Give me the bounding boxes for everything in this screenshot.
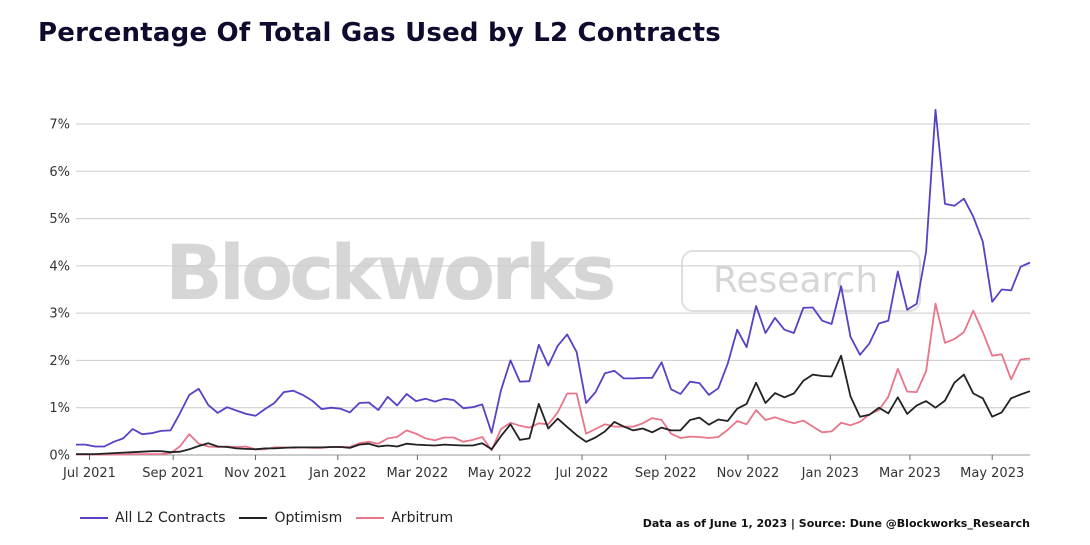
x-tick-label: Jan 2023	[801, 466, 859, 481]
x-tick-label: May 2022	[468, 466, 532, 481]
x-tick-label: Nov 2021	[224, 466, 287, 481]
series-layer	[76, 108, 1031, 456]
legend-swatch-all-l2	[80, 517, 108, 519]
y-tick-label: 6%	[49, 165, 70, 180]
x-tick-label: Mar 2023	[879, 466, 941, 481]
legend-item-all-l2[interactable]: All L2 Contracts	[80, 510, 225, 526]
legend-label-optimism: Optimism	[274, 510, 343, 526]
x-tick-label: Sep 2022	[635, 466, 697, 481]
legend-label-arbitrum: Arbitrum	[391, 510, 454, 526]
legend-swatch-arbitrum	[356, 517, 385, 519]
x-tick-label: Jan 2022	[308, 466, 366, 481]
source-note: Data as of June 1, 2023 | Source: Dune @…	[642, 517, 1030, 530]
legend-label-all-l2: All L2 Contracts	[115, 510, 226, 526]
x-tick-label: Jul 2022	[555, 466, 609, 481]
y-tick-label: 2%	[49, 354, 70, 369]
series-line-arbitrum	[76, 302, 1031, 456]
chart-title: Percentage Of Total Gas Used by L2 Contr…	[38, 18, 721, 48]
legend-item-arbitrum[interactable]: Arbitrum	[356, 510, 453, 526]
series-line-optimism	[76, 354, 1031, 456]
y-tick-label: 3%	[49, 307, 70, 322]
x-tick-label: Mar 2022	[387, 466, 449, 481]
series-line-all-l2	[76, 108, 1031, 448]
x-tick-label: May 2023	[960, 466, 1024, 481]
legend: All L2 Contracts Optimism Arbitrum	[80, 510, 467, 526]
legend-swatch-optimism	[239, 517, 268, 519]
x-tick-label: Nov 2022	[717, 466, 780, 481]
axis-layer: 0% 1% 2% 3% 4% 5% 6% 7% Jul 2021 Sep 2021 Nov 2021…	[49, 118, 1024, 482]
y-tick-label: 7%	[49, 118, 70, 133]
y-tick-label: 0%	[49, 449, 70, 464]
y-tick-label: 1%	[49, 401, 70, 416]
legend-item-optimism[interactable]: Optimism	[239, 510, 342, 526]
x-tick-label: Jul 2021	[62, 466, 116, 481]
y-tick-label: 5%	[49, 212, 70, 227]
x-tick-label: Sep 2021	[142, 466, 204, 481]
y-tick-label: 4%	[49, 259, 70, 274]
grid-layer	[76, 123, 1030, 456]
